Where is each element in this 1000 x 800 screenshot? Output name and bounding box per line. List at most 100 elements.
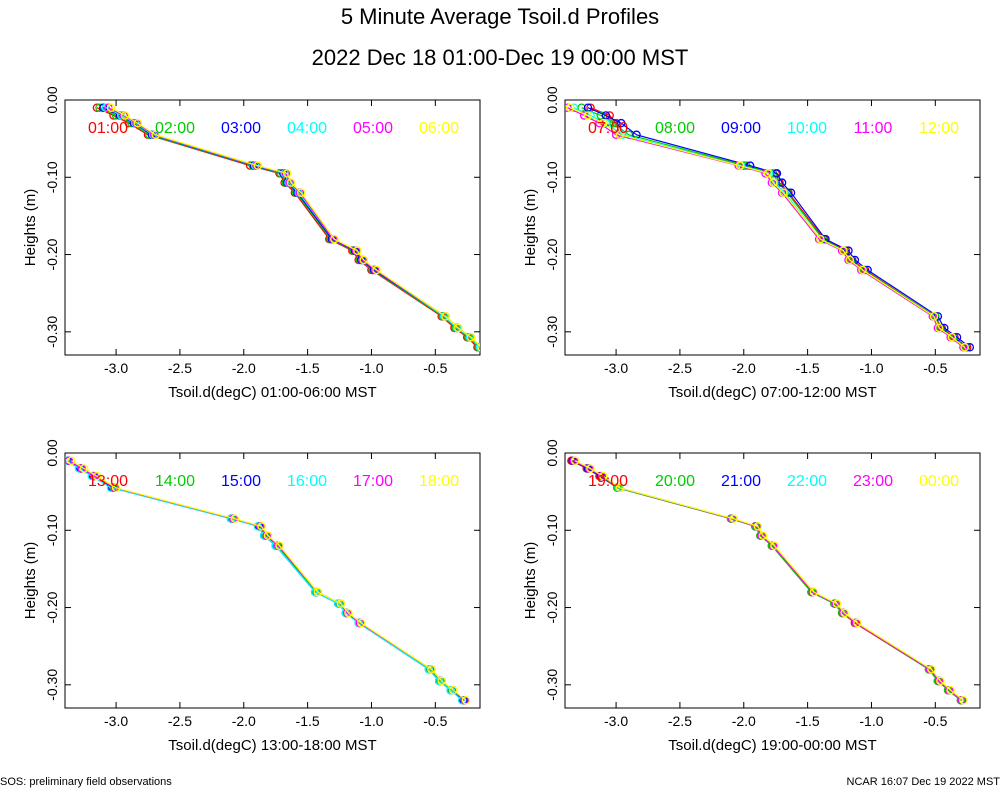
data-point [570, 456, 580, 465]
legend-entry: 07:00 [588, 120, 628, 137]
series-line-04:00 [105, 107, 480, 348]
data-point [461, 696, 471, 705]
data-point [275, 541, 284, 550]
legend-entry: 13:00 [88, 473, 128, 490]
y-tick-label: 0.00 [44, 86, 60, 113]
x-tick-label: -3.0 [604, 360, 628, 376]
x-tick-label: -1.5 [796, 713, 820, 729]
data-point [427, 665, 436, 674]
plot-area [92, 103, 480, 352]
footer-timestamp: NCAR 16:07 Dec 19 2022 MST [846, 776, 1000, 788]
x-tick-label: -1.0 [359, 713, 383, 729]
data-point [151, 130, 160, 140]
series-line-19:00 [571, 460, 962, 701]
data-point [336, 599, 346, 608]
data-point [454, 323, 463, 333]
legend-entry: 21:00 [721, 473, 761, 490]
data-point [936, 676, 945, 686]
data-point [356, 618, 366, 628]
legend-entry: 16:00 [287, 473, 327, 490]
plot-frame [564, 452, 981, 709]
data-point [441, 312, 450, 321]
data-point [106, 103, 116, 112]
data-point [853, 618, 862, 628]
data-point [832, 599, 842, 608]
data-point [929, 312, 939, 321]
y-tick-label: -0.10 [44, 161, 60, 193]
data-point [758, 531, 768, 540]
data-point [437, 676, 446, 686]
data-point [735, 161, 745, 170]
data-point [965, 343, 975, 352]
legend-entry: 00:00 [919, 473, 959, 490]
data-point [599, 471, 608, 481]
series-line-10:00 [573, 107, 966, 348]
y-axis-label: Heights (m) [22, 189, 39, 267]
y-tick-label: -0.20 [44, 591, 60, 623]
chart-panel-1: -3.0 -2.5 -2.0 -1.5 -1.0 -0.5 0.00 -0.10 -0.20 -0… [22, 86, 481, 401]
legend-entry: 20:00 [655, 473, 695, 490]
y-axis-label: Heights (m) [522, 542, 539, 620]
y-tick-label: -0.20 [544, 238, 560, 270]
series-line-06:00 [110, 107, 480, 347]
y-tick-label: 0.00 [544, 439, 560, 466]
legend-entry: 17:00 [353, 473, 393, 490]
data-point [768, 178, 778, 187]
data-point [448, 685, 458, 695]
data-point [353, 246, 362, 255]
series-line-20:00 [572, 460, 962, 701]
x-tick-label: -2.5 [168, 713, 192, 729]
series-line-16:00 [65, 460, 463, 701]
chart-panel-3: -3.0 -2.5 -2.0 -1.5 -1.0 -0.5 0.00 -0.10 -0.20 -0… [22, 439, 481, 754]
y-tick-label: -0.30 [44, 669, 60, 701]
data-point [927, 665, 936, 674]
series-line-23:00 [573, 460, 963, 701]
data-point [296, 188, 306, 197]
y-axis-label: Heights (m) [522, 189, 539, 267]
data-point [959, 696, 968, 705]
x-tick-label: -1.5 [296, 360, 320, 376]
y-tick-label: 0.00 [544, 86, 560, 113]
x-tick-label: -1.5 [796, 360, 820, 376]
data-point [230, 514, 240, 523]
data-point [763, 169, 773, 178]
plot-frame [64, 99, 481, 356]
data-point [960, 343, 969, 352]
x-tick-label: -2.0 [732, 360, 756, 376]
x-tick-label: -2.5 [168, 360, 192, 376]
data-point [424, 665, 434, 674]
data-point [586, 464, 595, 473]
data-point [466, 332, 476, 342]
x-tick-label: -2.0 [232, 360, 256, 376]
data-point [615, 483, 625, 493]
x-tick-label: -0.5 [423, 713, 447, 729]
chart-panel-2: -3.0 -2.5 -2.0 -1.5 -1.0 -0.5 0.00 -0.10 -0.20 -0… [522, 86, 981, 401]
legend-entry: 15:00 [221, 473, 261, 490]
y-axis-label: Heights (m) [22, 542, 39, 620]
x-tick-label: -2.0 [732, 713, 756, 729]
series-line-13:00 [67, 460, 464, 701]
legend-entry: 02:00 [155, 120, 195, 137]
x-axis-label: Tsoil.d(degC) 19:00-00:00 MST [668, 737, 876, 754]
data-point [753, 522, 763, 531]
data-point [67, 456, 76, 465]
data-point [477, 343, 480, 352]
series-line-18:00 [71, 460, 467, 701]
x-tick-label: -1.0 [859, 713, 883, 729]
series-line-09:00 [587, 107, 971, 348]
data-point [79, 464, 89, 473]
data-point [344, 608, 353, 618]
series-line-05:00 [108, 107, 480, 347]
legend-entry: 03:00 [221, 120, 261, 137]
data-point [446, 685, 455, 695]
x-tick-label: -3.0 [104, 360, 128, 376]
data-point [839, 246, 848, 255]
legend-entry: 01:00 [88, 120, 128, 137]
data-point [92, 471, 102, 481]
data-point [844, 246, 853, 255]
y-tick-label: -0.30 [544, 316, 560, 348]
x-axis-label: Tsoil.d(degC) 07:00-12:00 MST [668, 384, 876, 401]
x-tick-label: -3.0 [604, 713, 628, 729]
x-tick-label: -2.5 [668, 713, 692, 729]
legend-entry: 06:00 [419, 120, 459, 137]
